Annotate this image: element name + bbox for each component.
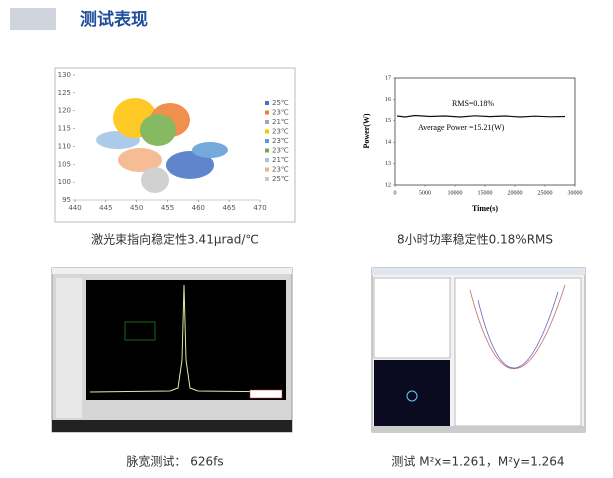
power-trace <box>396 114 566 118</box>
annotation: RMS=0.18% <box>452 99 494 108</box>
caption: 8小时功率稳定性0.18%RMS <box>397 232 553 247</box>
legend-label: 23℃ <box>272 109 289 117</box>
pulse-screenshot <box>51 267 293 433</box>
caption: 脉宽测试： 626fs <box>126 454 223 469</box>
x-axis-label: Time(s) <box>472 204 498 213</box>
y-tick-label: 17 <box>385 75 391 81</box>
legend-label: 23℃ <box>272 137 289 145</box>
x-tick-label: 5000 <box>419 190 431 196</box>
y-tick-label: 115 <box>58 125 71 133</box>
x-tick-label: 455 <box>161 204 174 212</box>
plot-border <box>394 77 576 186</box>
header-block <box>10 8 56 30</box>
legend-marker <box>265 167 269 172</box>
legend-marker <box>265 129 269 134</box>
legend-marker <box>265 139 269 143</box>
legend-marker <box>265 158 269 162</box>
legend-label: 21℃ <box>272 118 289 126</box>
y-tick-label: 16 <box>385 97 391 103</box>
y-axis-label: Power(W) <box>362 113 371 148</box>
legend-marker <box>265 110 269 115</box>
x-tick-label: 440 <box>68 204 81 212</box>
x-tick-label: 465 <box>222 204 235 212</box>
annotation: Average Power =15.21(W) <box>418 123 505 132</box>
x-tick-label: 445 <box>99 204 112 212</box>
legend-marker <box>265 148 269 153</box>
x-tick-label: 470 <box>253 204 266 212</box>
power-frame <box>355 68 590 222</box>
caption: 测试 M²x=1.261，M²y=1.264 <box>391 454 564 469</box>
scatter-chart: 440 445 450 455 460 465 470 95 100 105 110 115 120 12… <box>58 71 289 212</box>
x-tick-label: 30000 <box>568 190 583 196</box>
m2-screenshot <box>371 267 586 433</box>
x-tick-label: 25000 <box>538 190 553 196</box>
y-tick-label: 14 <box>385 140 391 146</box>
x-tick-label: 0 <box>394 190 397 196</box>
legend-label: 21℃ <box>272 156 289 164</box>
y-tick-label: 13 <box>385 161 391 167</box>
legend-label: 25℃ <box>272 175 289 183</box>
scatter-clouds <box>96 98 228 193</box>
caption: 激光束指向稳定性3.41μrad/℃ <box>91 232 259 247</box>
y-tick-label: 120 <box>58 107 71 115</box>
y-tick-label: 105 <box>58 160 71 168</box>
legend-marker <box>265 177 269 181</box>
y-tick-label: 110 <box>58 142 71 150</box>
y-tick-label: 125 <box>58 89 71 97</box>
x-tick-label: 20000 <box>508 190 523 196</box>
legend-label: 25℃ <box>272 99 289 107</box>
x-tick-label: 450 <box>130 204 143 212</box>
legend-label: 23℃ <box>272 128 289 136</box>
x-tick-label: 15000 <box>478 190 493 196</box>
y-tick-label: 15 <box>385 118 391 124</box>
y-tick-label: 100 <box>58 178 71 186</box>
y-tick-label: 130 <box>58 71 71 79</box>
legend-label: 23℃ <box>272 166 289 174</box>
legend-marker <box>265 120 269 124</box>
scatter-frame <box>54 67 296 223</box>
x-tick-label: 10000 <box>448 190 463 196</box>
title: 测试表现 <box>80 9 148 30</box>
power-chart: 0 5000 10000 15000 20000 25000 30000 12 13 14 15 16… <box>362 75 583 212</box>
legend-label: 23℃ <box>272 147 289 155</box>
x-tick-label: 460 <box>192 204 205 212</box>
legend-marker <box>265 101 269 105</box>
y-tick-label: 95 <box>62 196 71 204</box>
y-tick-label: 12 <box>385 182 391 188</box>
